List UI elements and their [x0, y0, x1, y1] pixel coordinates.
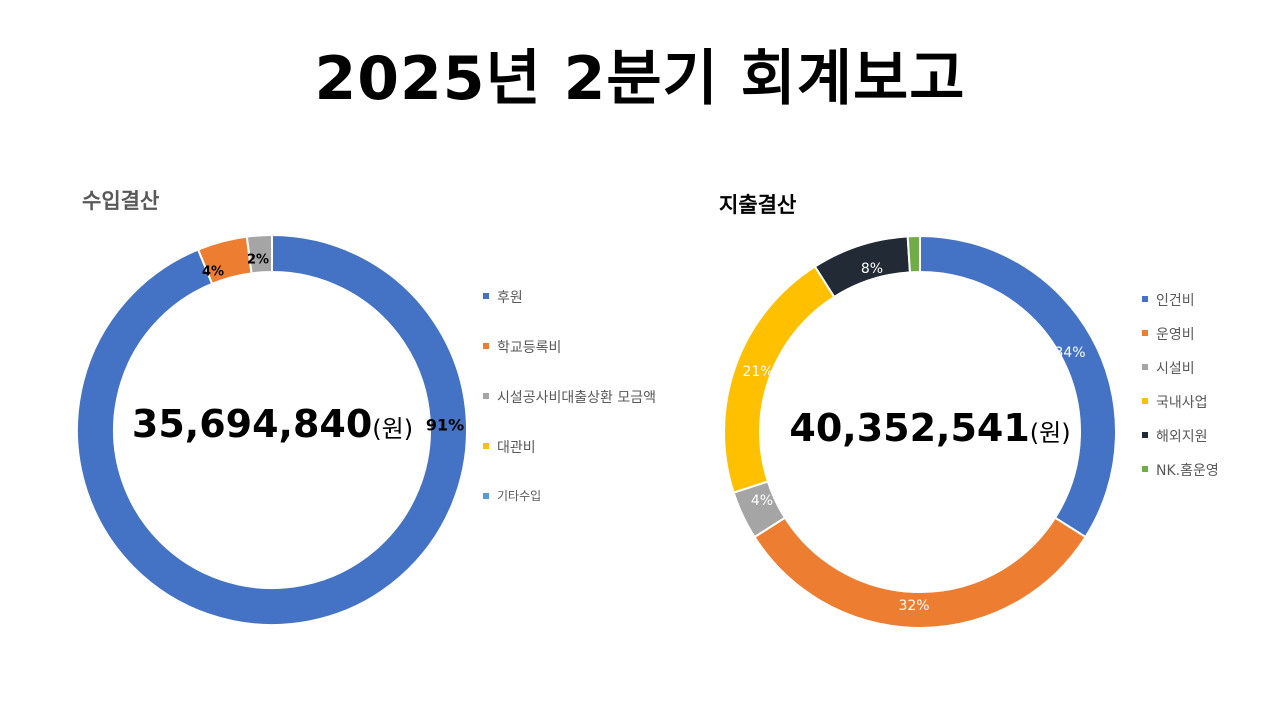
- expense-slice-5: [906, 234, 921, 274]
- expense-data-label-3: 21%: [742, 364, 773, 380]
- expense-legend-label: NK.홈운영: [1156, 463, 1219, 479]
- income-slice-2: [245, 233, 273, 275]
- income-legend-label: 대관비: [497, 440, 536, 456]
- expense-slice-3: [723, 265, 836, 494]
- expense-legend-swatch: [1142, 466, 1148, 472]
- income-legend-item: 학교등록비: [483, 337, 656, 387]
- expense-total: 40,352,541(원): [770, 406, 1090, 450]
- income-legend-item: 시설공사비대출상환 모금액: [483, 387, 656, 437]
- expense-legend-label: 운영비: [1156, 327, 1195, 343]
- expense-legend-item: 인건비: [1142, 290, 1219, 324]
- expense-legend-swatch: [1142, 296, 1148, 302]
- expense-legend-swatch: [1142, 398, 1148, 404]
- page-title: 2025년 2분기 회계보고: [314, 44, 966, 114]
- expense-legend-label: 국내사업: [1156, 395, 1208, 411]
- expense-legend-swatch: [1142, 364, 1148, 370]
- income-slice-0: [76, 233, 468, 626]
- expense-legend-item: NK.홈운영: [1142, 460, 1219, 494]
- income-legend-item: 기타수입: [483, 487, 656, 537]
- income-legend-item: 후원: [483, 287, 656, 337]
- income-data-label-2: 2%: [247, 253, 269, 268]
- expense-legend-label: 시설비: [1156, 361, 1195, 377]
- expense-data-label-1: 32%: [898, 598, 929, 614]
- income-legend-label: 후원: [497, 290, 523, 306]
- expense-legend-item: 운영비: [1142, 324, 1219, 358]
- expense-total-amount: 40,352,541: [789, 406, 1030, 450]
- income-legend-item: 대관비: [483, 437, 656, 487]
- expense-data-label-2: 4%: [751, 493, 773, 509]
- income-legend-swatch: [483, 343, 489, 349]
- income-data-label-0: 91%: [426, 416, 464, 435]
- income-legend-label: 학교등록비: [497, 340, 562, 356]
- income-legend-swatch: [483, 443, 489, 449]
- expense-legend-item: 시설비: [1142, 358, 1219, 392]
- expense-legend-label: 인건비: [1156, 293, 1195, 309]
- income-total-unit: (원): [372, 415, 414, 443]
- income-total: 35,694,840(원): [110, 402, 435, 446]
- income-legend-swatch: [483, 493, 489, 499]
- expense-legend-item: 국내사업: [1142, 392, 1219, 426]
- income-total-amount: 35,694,840: [131, 402, 373, 446]
- expense-slice-0: [919, 234, 1117, 539]
- expense-legend-label: 해외지원: [1156, 429, 1208, 445]
- expense-total-unit: (원): [1029, 419, 1071, 447]
- expense-data-label-4: 8%: [861, 261, 883, 277]
- expense-legend-swatch: [1142, 432, 1148, 438]
- income-legend-swatch: [483, 293, 489, 299]
- income-legend-label: 기타수입: [497, 489, 542, 503]
- income-chart-title: 수입결산: [82, 189, 160, 213]
- expense-chart-title: 지출결산: [719, 193, 797, 217]
- income-legend-swatch: [483, 393, 489, 399]
- expense-data-label-0: 34%: [1054, 345, 1085, 361]
- income-legend-label: 시설공사비대출상환 모금액: [497, 390, 657, 406]
- expense-legend-swatch: [1142, 330, 1148, 336]
- expense-legend-item: 해외지원: [1142, 426, 1219, 460]
- income-data-label-1: 4%: [202, 265, 224, 280]
